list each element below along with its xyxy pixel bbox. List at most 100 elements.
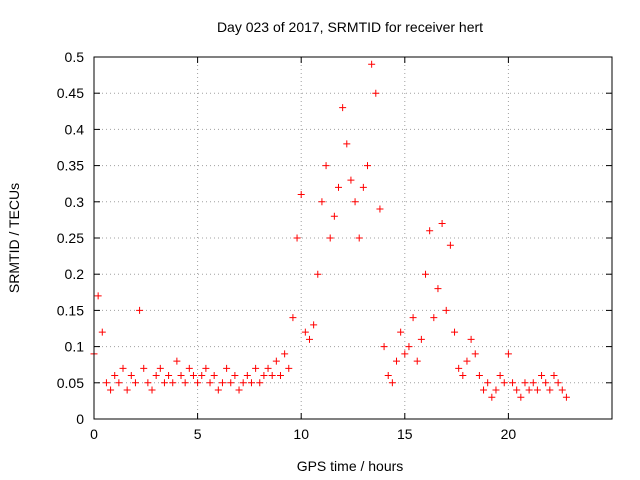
data-point	[206, 379, 214, 387]
data-point	[256, 379, 264, 387]
data-point	[210, 372, 218, 380]
data-point	[455, 364, 463, 372]
data-point	[252, 364, 260, 372]
data-point	[231, 372, 239, 380]
data-point	[111, 372, 119, 380]
data-point	[359, 183, 367, 191]
data-point	[115, 379, 123, 387]
data-point	[160, 379, 168, 387]
y-tick-label: 0.1	[65, 339, 85, 355]
data-point	[409, 314, 417, 322]
data-point	[247, 379, 255, 387]
y-tick-label: 0.15	[57, 302, 84, 318]
data-point	[475, 372, 483, 380]
x-tick-label: 15	[397, 426, 413, 442]
data-point	[185, 364, 193, 372]
data-point	[463, 357, 471, 365]
data-point	[521, 379, 529, 387]
data-point	[119, 364, 127, 372]
data-point	[384, 372, 392, 380]
data-point	[102, 379, 110, 387]
data-point	[480, 386, 488, 394]
data-point	[380, 343, 388, 351]
data-point	[268, 372, 276, 380]
data-point	[459, 372, 467, 380]
data-point	[239, 379, 247, 387]
data-point	[529, 379, 537, 387]
data-point	[281, 350, 289, 358]
data-point	[276, 372, 284, 380]
data-point	[355, 234, 363, 242]
data-point	[165, 372, 173, 380]
data-point	[430, 314, 438, 322]
data-points	[90, 60, 570, 401]
data-point	[509, 379, 517, 387]
data-point	[347, 176, 355, 184]
data-point	[413, 357, 421, 365]
data-point	[339, 104, 347, 112]
grid-lines	[94, 57, 612, 419]
data-point	[227, 379, 235, 387]
data-point	[326, 234, 334, 242]
data-point	[434, 285, 442, 293]
data-point	[123, 386, 131, 394]
data-point	[368, 60, 376, 68]
data-point	[223, 364, 231, 372]
data-point	[351, 198, 359, 206]
y-tick-label: 0.3	[65, 194, 85, 210]
data-point	[260, 372, 268, 380]
data-point	[471, 350, 479, 358]
data-point	[376, 205, 384, 213]
data-point	[218, 379, 226, 387]
data-point	[301, 328, 309, 336]
data-point	[533, 386, 541, 394]
data-point	[343, 140, 351, 148]
y-tick-label: 0.25	[57, 230, 84, 246]
data-point	[397, 328, 405, 336]
data-point	[484, 379, 492, 387]
x-axis-label: GPS time / hours	[297, 458, 404, 474]
data-point	[500, 379, 508, 387]
y-tick-label: 0	[76, 411, 84, 427]
data-point	[504, 350, 512, 358]
data-point	[322, 162, 330, 170]
data-point	[131, 379, 139, 387]
data-point	[517, 393, 525, 401]
y-tick-label: 0.2	[65, 266, 85, 282]
data-point	[194, 379, 202, 387]
data-point	[144, 379, 152, 387]
x-tick-label: 10	[293, 426, 309, 442]
data-point	[152, 372, 160, 380]
data-point	[198, 372, 206, 380]
data-point	[334, 183, 342, 191]
data-point	[148, 386, 156, 394]
data-point	[305, 335, 313, 343]
data-point	[525, 386, 533, 394]
data-point	[438, 220, 446, 228]
data-point	[388, 379, 396, 387]
data-point	[156, 364, 164, 372]
data-point	[538, 372, 546, 380]
data-point	[405, 343, 413, 351]
data-point	[243, 372, 251, 380]
data-point	[235, 386, 243, 394]
data-point	[426, 227, 434, 235]
data-point	[107, 386, 115, 394]
data-point	[318, 198, 326, 206]
data-point	[173, 357, 181, 365]
data-point	[202, 364, 210, 372]
data-point	[330, 212, 338, 220]
data-point	[364, 162, 372, 170]
data-point	[293, 234, 301, 242]
data-point	[98, 328, 106, 336]
data-point	[546, 386, 554, 394]
data-point	[127, 372, 135, 380]
data-point	[422, 270, 430, 278]
data-point	[451, 328, 459, 336]
data-point	[401, 350, 409, 358]
y-tick-label: 0.5	[65, 49, 85, 65]
data-point	[214, 386, 222, 394]
data-point	[94, 292, 102, 300]
